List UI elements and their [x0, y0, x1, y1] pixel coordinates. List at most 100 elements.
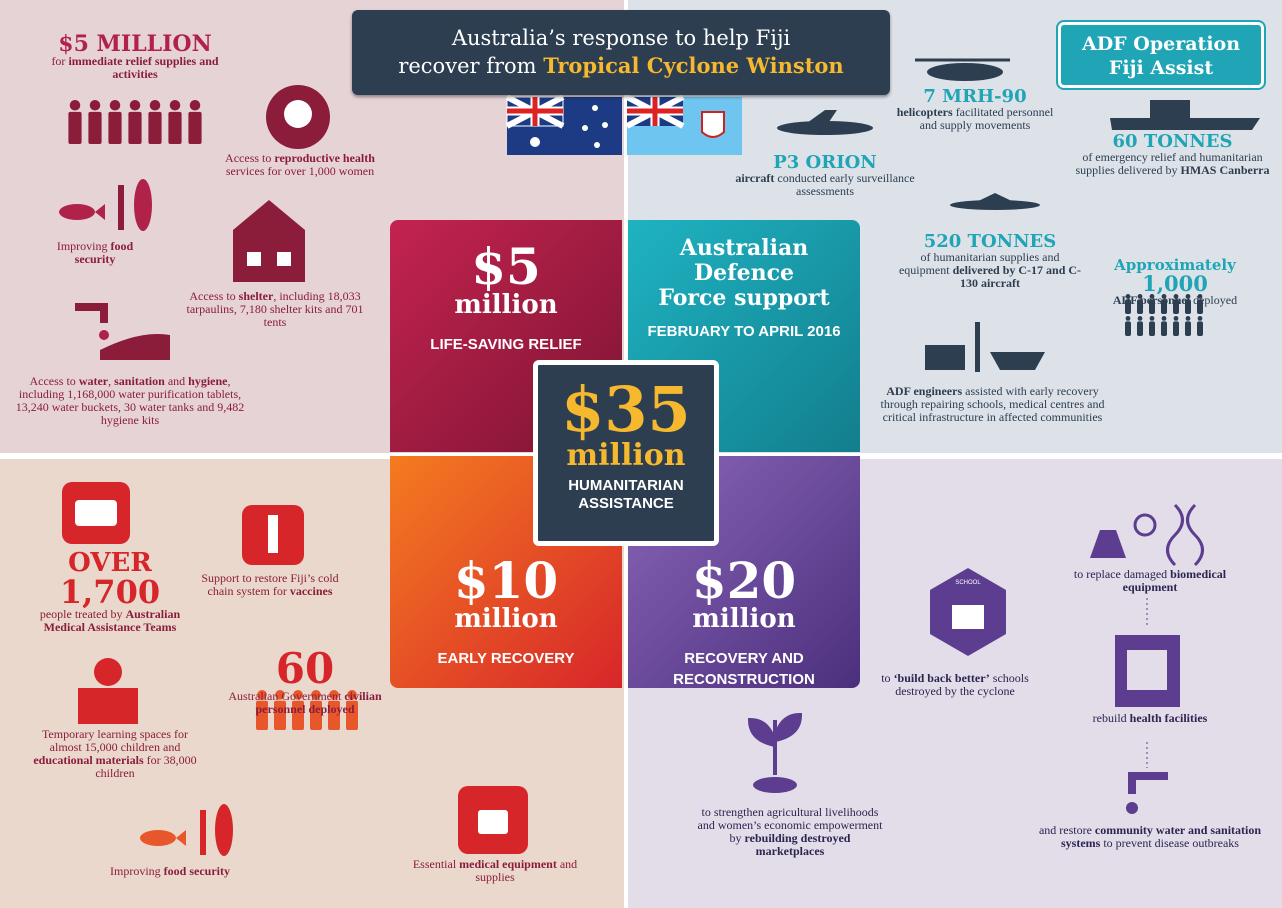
person-icon — [1149, 294, 1155, 299]
caption: to ‘build back better’ schools destroyed… — [880, 672, 1030, 698]
caption-bold: food security — [163, 864, 230, 878]
tile-label: LIFE-SAVING RELIEF — [390, 334, 622, 355]
tile-amount: $10 — [453, 551, 559, 610]
caption: and restore community water and sanitati… — [1030, 824, 1270, 850]
operation-badge: ADF Operation Fiji Assist — [1056, 20, 1266, 90]
caption-bold: reproductive health — [274, 151, 375, 165]
flag-star — [582, 125, 588, 131]
caption-bold: aircraft — [735, 171, 775, 185]
person-icon — [1149, 316, 1155, 321]
caption-span: Access to — [29, 374, 79, 388]
person-icon — [257, 690, 267, 700]
caption-text: to replace damaged biomedical equipment — [1050, 568, 1250, 594]
person-icon — [89, 100, 101, 111]
caption-text: people treated by Australian Medical Ass… — [35, 608, 185, 634]
caption-bold: ADF personnel — [1112, 293, 1191, 307]
headline: $5 MILLION — [58, 31, 212, 57]
person-icon — [1185, 294, 1191, 299]
tap-icon — [1128, 772, 1168, 780]
headline: 60 TONNES — [1112, 131, 1233, 152]
syringe-icon — [268, 515, 278, 553]
caption-text: Australian Government civilian personnel… — [225, 690, 385, 716]
person-icon — [69, 100, 81, 111]
person-icon — [188, 111, 202, 144]
person-icon — [1149, 299, 1155, 314]
caption-span: Essential — [412, 857, 460, 871]
tap-icon — [100, 303, 108, 323]
caption-span: Improving — [110, 864, 164, 878]
label-line: RECONSTRUCTION — [673, 671, 815, 688]
caption: Improving food security — [110, 865, 230, 878]
caption-span: and supplies — [475, 857, 578, 884]
caption-text: Improving food security — [40, 240, 150, 266]
caption-span: to replace damaged — [1073, 567, 1171, 581]
caption-span: assisted with early recovery through rep… — [880, 384, 1105, 424]
hand-icon — [100, 334, 170, 360]
person-icon — [168, 111, 182, 144]
fish-icon — [59, 204, 95, 220]
headline: 60 — [275, 644, 335, 693]
hospital-windows — [1127, 650, 1167, 690]
caption-text: Access to shelter, including 18,033 tarp… — [175, 290, 375, 329]
tap-icon — [1128, 772, 1136, 794]
caption-span: , — [108, 374, 115, 388]
caption-text: for immediate relief supplies and activi… — [45, 55, 225, 81]
wheat-icon — [200, 810, 206, 855]
funding-tile: $5 million LIFE-SAVING RELIEF — [390, 220, 622, 452]
caption-text: Temporary learning spaces for almost 15,… — [30, 728, 200, 780]
apple-icon — [94, 658, 122, 686]
caption-bold: community water and sanitation systems — [1061, 823, 1262, 850]
label-line: LIFE-SAVING RELIEF — [430, 336, 582, 353]
caption: P3 ORION aircraft conducted early surveil… — [735, 154, 915, 198]
caption: 520 TONNES of humanitarian supplies and e… — [895, 233, 1085, 290]
dna-icon — [1166, 503, 1204, 567]
caption: Support to restore Fiji’s cold chain sys… — [195, 572, 345, 598]
person-icon — [310, 700, 322, 730]
person-icon — [1185, 299, 1191, 314]
tile-label: FEBRUARY TO APRIL 2016 — [628, 321, 860, 342]
person-icon — [1197, 316, 1203, 321]
caption-bold: educational materials — [33, 752, 144, 767]
person-icon — [1137, 316, 1143, 321]
person-icon — [328, 700, 340, 730]
person-icon — [293, 690, 303, 700]
ship-icon — [1110, 118, 1260, 130]
caption-bold: rebuilding destroyed marketplaces — [744, 830, 851, 858]
books-icon — [78, 688, 138, 724]
flask-icon — [1090, 530, 1126, 558]
tile-unit: million — [454, 290, 558, 320]
tile-heading: Force support — [658, 285, 830, 311]
headline: P3 ORION — [773, 152, 877, 173]
label-line: HUMANITARIAN — [568, 477, 684, 494]
person-icon — [149, 100, 161, 111]
funding-tile: $20 million RECOVERY AND RECONSTRUCTION — [628, 456, 860, 688]
person-icon — [88, 111, 102, 144]
tile-unit: million — [692, 604, 796, 634]
person-icon — [346, 700, 358, 730]
caption-bold: biomedical equipment — [1122, 567, 1227, 594]
caption: to strengthen agricultural livelihoods a… — [695, 806, 885, 858]
caption-bold: hygiene — [188, 374, 228, 388]
title-line: recover from Tropical Cyclone Winston — [352, 52, 890, 80]
caption: 60 Australian Government civilian personn… — [225, 648, 385, 716]
badge-line: ADF Operation — [1081, 33, 1241, 55]
caption-span: to prevent disease outbreaks — [1100, 835, 1239, 850]
person-icon — [169, 100, 181, 111]
person-icon — [1185, 321, 1191, 336]
person-icon — [1197, 294, 1203, 299]
tile-heading: Australian — [679, 235, 809, 261]
person-icon — [109, 100, 121, 111]
orion-wing — [800, 110, 837, 128]
tile-label: EARLY RECOVERY — [390, 648, 622, 669]
caption-bold: vaccines — [289, 583, 333, 598]
person-icon — [1149, 321, 1155, 336]
person-icon — [1161, 321, 1167, 336]
caption-span: , including 1,168,000 water purification… — [15, 374, 245, 427]
school-building — [952, 605, 984, 629]
person-icon — [1125, 299, 1131, 314]
person-icon — [1125, 294, 1131, 299]
caption-text: Support to restore Fiji’s cold chain sys… — [195, 572, 345, 598]
caption-span: schools destroyed by the cyclone — [895, 671, 1029, 698]
label-line: EARLY RECOVERY — [437, 650, 575, 667]
